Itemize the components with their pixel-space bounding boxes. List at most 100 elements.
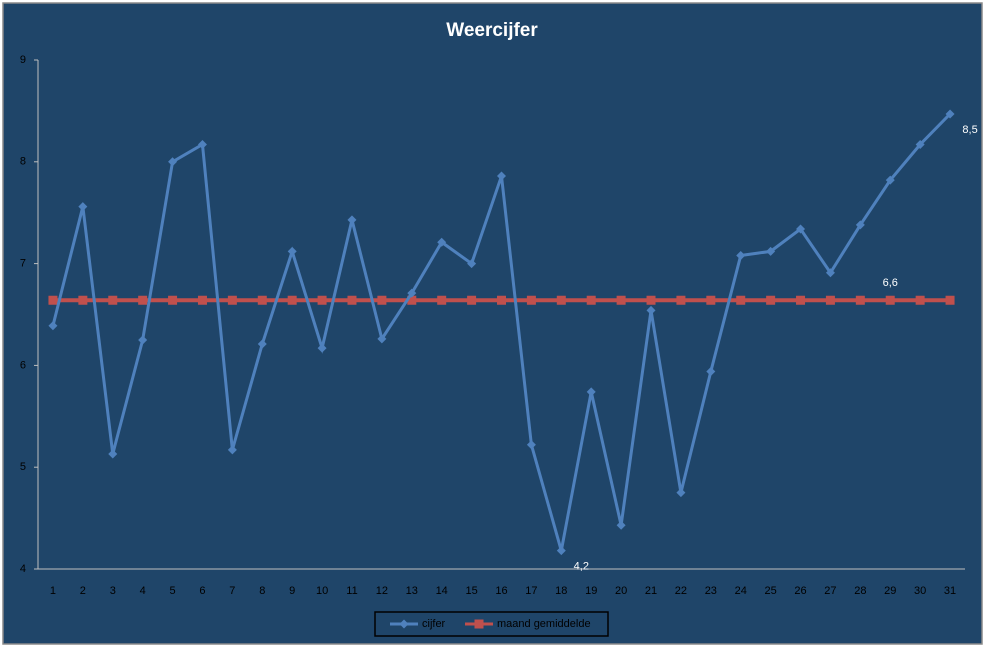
legend-marker xyxy=(399,619,409,629)
y-tick-label: 5 xyxy=(20,461,26,473)
x-tick-label: 29 xyxy=(884,585,896,597)
legend-label: maand gemiddelde xyxy=(497,618,591,630)
data-point xyxy=(586,387,596,397)
x-tick-label: 31 xyxy=(944,585,956,597)
data-point xyxy=(407,288,417,298)
data-point xyxy=(347,295,357,305)
x-tick-label: 24 xyxy=(735,585,747,597)
legend-marker xyxy=(474,619,484,629)
data-point xyxy=(526,440,536,450)
data-point xyxy=(48,321,58,331)
y-tick-label: 8 xyxy=(20,156,26,168)
data-point xyxy=(287,246,297,256)
data-point xyxy=(825,268,835,278)
x-tick-label: 25 xyxy=(765,585,777,597)
data-point xyxy=(138,295,148,305)
data-point xyxy=(766,295,776,305)
x-tick-label: 10 xyxy=(316,585,328,597)
data-point xyxy=(945,295,955,305)
x-tick-label: 6 xyxy=(199,585,205,597)
data-point xyxy=(317,295,327,305)
data-label: 6,6 xyxy=(883,277,898,289)
data-point xyxy=(377,295,387,305)
data-point xyxy=(885,295,895,305)
y-tick-label: 6 xyxy=(20,359,26,371)
y-tick-label: 9 xyxy=(20,54,26,66)
x-tick-label: 21 xyxy=(645,585,657,597)
data-point xyxy=(676,488,686,498)
data-point xyxy=(646,295,656,305)
data-point xyxy=(706,295,716,305)
x-tick-label: 2 xyxy=(80,585,86,597)
x-tick-label: 12 xyxy=(376,585,388,597)
data-point xyxy=(78,295,88,305)
y-tick-label: 4 xyxy=(20,563,26,575)
data-point xyxy=(467,295,477,305)
x-tick-label: 22 xyxy=(675,585,687,597)
data-point xyxy=(197,295,207,305)
data-point xyxy=(257,339,267,349)
data-point xyxy=(616,520,626,530)
x-tick-label: 5 xyxy=(170,585,176,597)
x-tick-label: 18 xyxy=(555,585,567,597)
data-point xyxy=(855,220,865,230)
x-tick-label: 27 xyxy=(824,585,836,597)
data-point xyxy=(766,246,776,256)
data-point xyxy=(287,295,297,305)
x-tick-label: 14 xyxy=(436,585,448,597)
data-point xyxy=(556,295,566,305)
x-tick-label: 4 xyxy=(140,585,146,597)
data-point xyxy=(467,259,477,269)
x-tick-label: 8 xyxy=(259,585,265,597)
x-tick-label: 9 xyxy=(289,585,295,597)
x-tick-label: 30 xyxy=(914,585,926,597)
x-tick-label: 1 xyxy=(50,585,56,597)
data-point xyxy=(437,237,447,247)
data-point xyxy=(736,295,746,305)
x-tick-label: 16 xyxy=(495,585,507,597)
x-tick-label: 28 xyxy=(854,585,866,597)
data-label: 4,2 xyxy=(574,561,589,573)
data-point xyxy=(915,295,925,305)
data-point xyxy=(257,295,267,305)
data-point xyxy=(796,224,806,234)
data-point xyxy=(138,335,148,345)
data-label: 8,5 xyxy=(962,124,977,136)
data-point xyxy=(556,546,566,556)
data-point xyxy=(646,305,656,315)
x-tick-label: 23 xyxy=(705,585,717,597)
data-point xyxy=(586,295,596,305)
data-point xyxy=(945,109,955,119)
data-point xyxy=(168,295,178,305)
data-point xyxy=(706,367,716,377)
data-point xyxy=(108,449,118,459)
data-point xyxy=(526,295,536,305)
data-point xyxy=(48,295,58,305)
data-point xyxy=(676,295,686,305)
x-tick-label: 3 xyxy=(110,585,116,597)
data-point xyxy=(796,295,806,305)
y-tick-label: 7 xyxy=(20,258,26,270)
data-point xyxy=(825,295,835,305)
data-point xyxy=(855,295,865,305)
data-point xyxy=(317,343,327,353)
data-point xyxy=(497,295,506,305)
x-tick-label: 15 xyxy=(465,585,477,597)
x-tick-label: 11 xyxy=(346,585,357,597)
data-point xyxy=(227,445,237,455)
data-point xyxy=(168,157,178,167)
data-point xyxy=(497,171,506,181)
x-tick-label: 19 xyxy=(585,585,597,597)
data-point xyxy=(197,139,207,149)
x-tick-label: 20 xyxy=(615,585,627,597)
data-point xyxy=(407,295,417,305)
data-point xyxy=(437,295,447,305)
data-point xyxy=(616,295,626,305)
data-point xyxy=(736,250,746,260)
x-tick-label: 26 xyxy=(794,585,806,597)
x-tick-label: 7 xyxy=(229,585,235,597)
x-tick-label: 17 xyxy=(525,585,537,597)
data-point xyxy=(915,139,925,149)
